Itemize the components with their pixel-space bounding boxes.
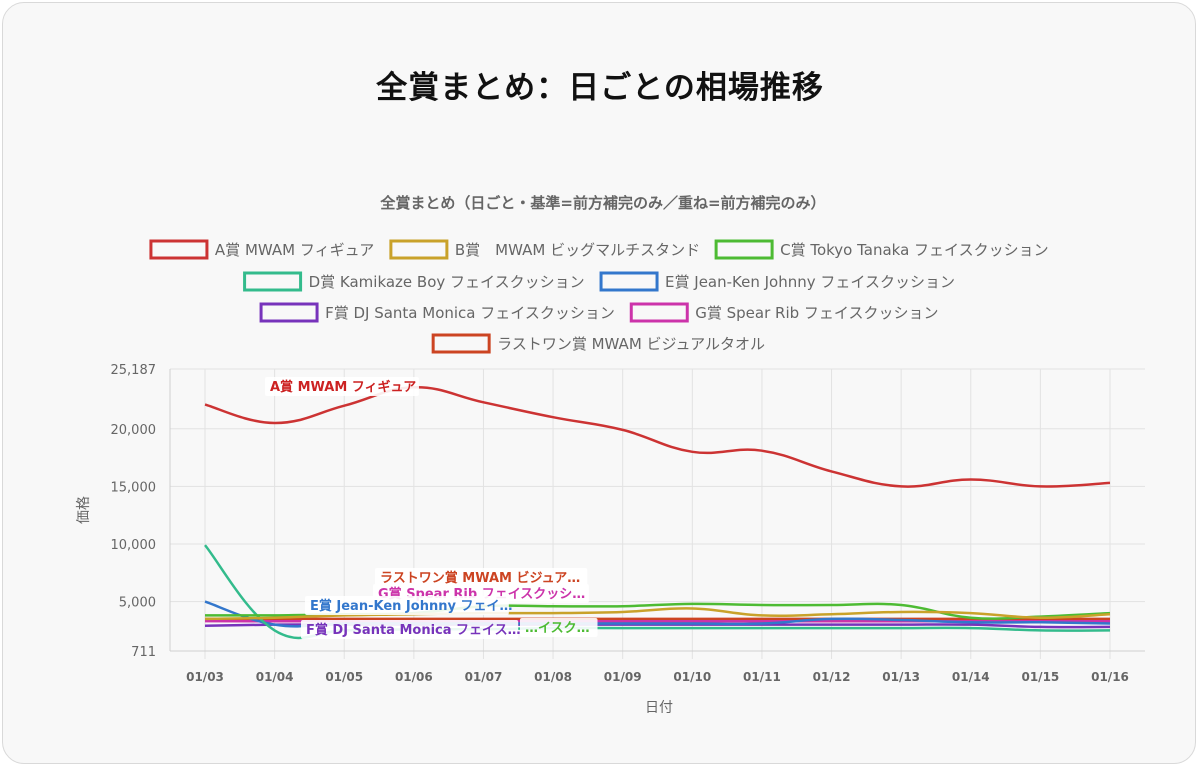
y-tick-label: 25,187 — [111, 363, 157, 378]
annotation-bg — [265, 377, 419, 396]
series-line-1 — [204, 386, 1111, 488]
x-tick-label: 01/14 — [952, 670, 990, 684]
page-title: 全賞まとめ：日ごとの相場推移 — [376, 70, 824, 106]
x-tick-label: 01/16 — [1091, 670, 1129, 684]
legend: A賞 MWAM フィギュア B賞 MWAM ビッグマルチスタンド C賞 Tokyo … — [149, 239, 1049, 354]
annotation-bg — [301, 620, 519, 639]
chart-subtitle: 全賞まとめ（日ごと・基準=前方補完のみ／重ね=前方補完のみ） — [379, 194, 825, 212]
legend-swatch — [714, 239, 774, 260]
series-line-2 — [204, 607, 1111, 621]
y-tick-label: 5,000 — [119, 596, 156, 611]
legend-label: G賞 Spear Rib フェイスクッション — [695, 304, 938, 322]
x-tick-label: 01/05 — [325, 670, 363, 684]
legend-swatch — [259, 302, 319, 323]
x-tick-label: 01/12 — [813, 670, 851, 684]
legend-label: F賞 DJ Santa Monica フェイスクッション — [325, 304, 615, 322]
legend-swatch — [431, 333, 491, 354]
y-tick-label: 20,000 — [111, 423, 157, 438]
legend-swatch — [599, 271, 659, 292]
legend-swatch — [149, 239, 209, 260]
x-tick-label: 01/03 — [186, 670, 224, 684]
x-tick-label: 01/15 — [1021, 670, 1059, 684]
grid — [169, 368, 1145, 659]
y-tick-label: 15,000 — [111, 480, 157, 495]
legend-label: B賞 MWAM ビッグマルチスタンド — [455, 241, 700, 259]
legend-label: D賞 Kamikaze Boy フェイスクッション — [309, 273, 585, 291]
legend-label: E賞 Jean-Ken Johnny フェイスクッション — [665, 273, 955, 291]
x-tick-label: 01/10 — [673, 670, 711, 684]
legend-label: ラストワン賞 MWAM ビジュアルタオル — [497, 335, 765, 353]
annotation-label: ラストワン賞 MWAM ビジュア… — [380, 570, 580, 586]
x-tick-label: 01/07 — [465, 670, 503, 684]
annotation-bg — [375, 568, 588, 587]
x-tick-label: 01/04 — [256, 670, 294, 684]
y-tick-label: 10,000 — [111, 538, 157, 553]
x-tick-label: 01/06 — [395, 670, 433, 684]
annotation-label: F賞 DJ Santa Monica フェイス… — [306, 622, 521, 638]
y-axis-label: 価格 — [76, 496, 92, 524]
annotation-label: A賞 MWAM フィギュア — [270, 379, 416, 395]
x-tick-label: 01/11 — [743, 670, 781, 684]
legend-label: A賞 MWAM フィギュア — [215, 241, 374, 259]
annotation-label: E賞 Jean-Ken Johnny フェイ… — [310, 598, 512, 614]
annotation-bg — [520, 618, 598, 637]
x-tick-label: 01/13 — [882, 670, 920, 684]
legend-swatch — [243, 271, 303, 292]
y-axis-ticks: 25,187 20,000 15,000 10,000 5,000 711 — [111, 363, 157, 660]
annotation-bg — [305, 596, 509, 615]
y-tick-label: 711 — [131, 645, 156, 660]
x-axis-ticks: 01/03 01/04 01/05 01/06 01/07 01/08 01/09 01/10… — [186, 670, 1129, 684]
legend-label: C賞 Tokyo Tanaka フェイスクッション — [780, 241, 1049, 259]
legend-swatch — [389, 239, 449, 260]
legend-swatch — [629, 302, 689, 323]
x-axis-label: 日付 — [645, 700, 673, 716]
annotation-label: …イスク… — [525, 621, 590, 636]
x-tick-label: 01/08 — [534, 670, 572, 684]
x-tick-label: 01/09 — [604, 670, 642, 684]
